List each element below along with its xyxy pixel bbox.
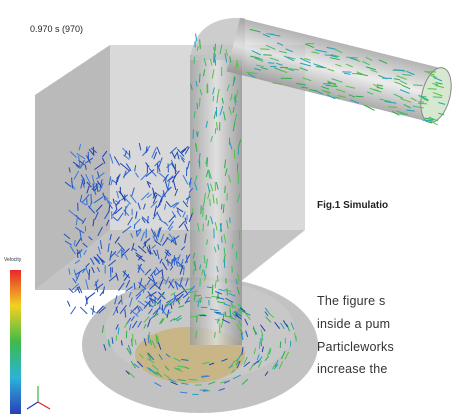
particle-arrow — [191, 316, 197, 317]
particle-arrow — [197, 103, 198, 109]
particle-arrow — [197, 131, 198, 136]
particle-arrow — [217, 275, 218, 281]
particle-arrow — [210, 199, 211, 206]
body-line: The figure s — [317, 294, 385, 308]
particle-arrow — [296, 336, 297, 341]
particle-arrow — [71, 307, 76, 315]
simulation-image — [0, 0, 459, 418]
body-line: inside a pum — [317, 317, 390, 331]
particle-arrow — [215, 128, 216, 134]
particle-arrow — [205, 297, 211, 298]
particle-arrow — [148, 216, 149, 223]
legend-title: Velocity — [4, 257, 21, 263]
particle-arrow — [227, 289, 228, 296]
color-bar — [10, 270, 21, 414]
particle-arrow — [67, 301, 70, 307]
particle-arrow — [221, 204, 222, 210]
axis-triad — [27, 386, 50, 409]
particle-arrow — [134, 224, 135, 229]
particle-arrow — [234, 150, 235, 159]
particle-arrow — [205, 391, 210, 392]
particle-arrow — [230, 217, 231, 223]
page: 0.970 s (970) Velocity Fig.1 Simulatio T… — [0, 0, 459, 418]
particle-arrow — [194, 261, 195, 267]
figure-caption: Fig.1 Simulatio — [317, 200, 388, 211]
body-line: increase the — [317, 362, 388, 376]
particle-arrow — [263, 55, 271, 56]
particle-arrow — [259, 342, 260, 349]
particle-arrow — [418, 103, 427, 104]
particle-arrow — [89, 269, 90, 280]
particle-arrow — [200, 39, 201, 49]
body-line: Particleworks — [317, 340, 394, 354]
particle-arrow — [260, 49, 269, 50]
particle-arrow — [325, 55, 333, 56]
particle-arrow — [199, 74, 200, 83]
particle-arrow — [239, 231, 240, 240]
particle-arrow — [91, 194, 92, 204]
particle-arrow — [225, 186, 226, 193]
particle-arrow — [356, 96, 364, 97]
particle-arrow — [187, 255, 188, 263]
particle-arrow — [189, 379, 197, 380]
particle-arrow — [129, 150, 130, 158]
particle-arrow — [145, 241, 146, 246]
particle-arrow — [86, 293, 95, 300]
time-label: 0.970 s (970) — [30, 24, 83, 34]
particle-arrow — [80, 307, 87, 314]
